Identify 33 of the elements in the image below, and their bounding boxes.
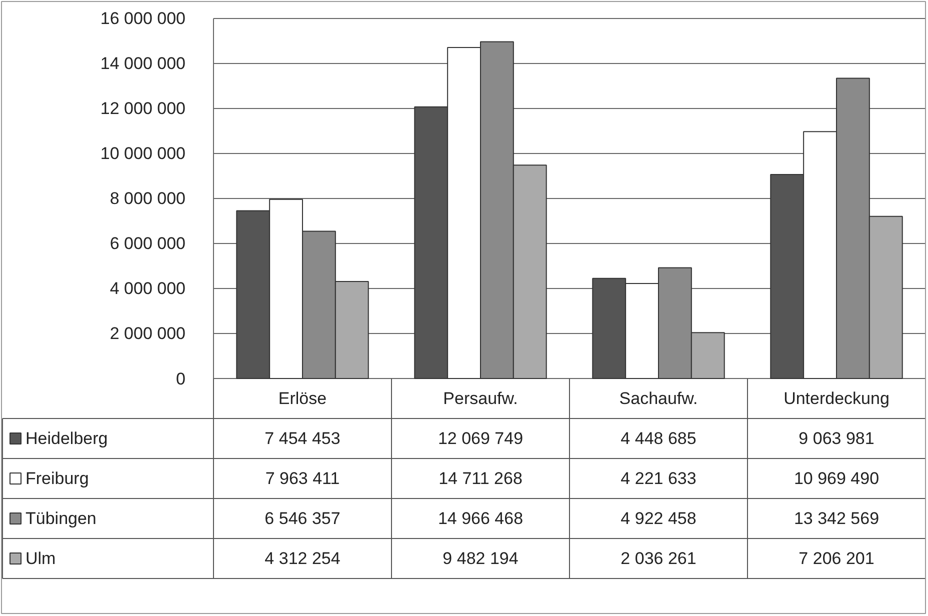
y-tick-label: 2 000 000 <box>110 324 186 343</box>
legend-label: Tübingen <box>26 509 96 528</box>
data-label: 9 063 981 <box>798 429 874 448</box>
y-tick-label: 6 000 000 <box>110 234 186 253</box>
data-label: 2 036 261 <box>620 549 696 568</box>
legend-label: Freiburg <box>26 469 89 488</box>
y-tick-label: 8 000 000 <box>110 189 186 208</box>
x-tick-label: Sachaufw. <box>619 389 698 408</box>
y-tick-label: 0 <box>176 370 186 388</box>
data-label: 10 969 490 <box>794 469 880 488</box>
data-label: 7 963 411 <box>265 469 340 488</box>
y-tick-label: 12 000 000 <box>100 99 186 118</box>
x-tick-label: Persaufw. <box>443 389 518 408</box>
data-label: 9 482 194 <box>442 549 518 568</box>
y-tick-label: 16 000 000 <box>100 9 186 28</box>
data-label: 12 069 749 <box>438 429 524 448</box>
x-tick-label: Unterdeckung <box>784 389 890 408</box>
y-tick-label: 10 000 000 <box>100 144 186 163</box>
data-label: 14 966 468 <box>438 509 524 528</box>
data-label: 4 448 685 <box>620 429 696 448</box>
data-label: 4 922 458 <box>620 509 696 528</box>
data-label: 13 342 569 <box>794 509 880 528</box>
y-tick-label: 4 000 000 <box>110 279 186 298</box>
data-label: 7 454 453 <box>264 429 340 448</box>
data-label: 14 711 268 <box>438 469 522 488</box>
data-label: 4 312 254 <box>264 549 340 568</box>
legend-label: Ulm <box>26 549 56 568</box>
x-tick-label: Erlöse <box>278 389 327 408</box>
data-label: 7 206 201 <box>798 549 874 568</box>
legend-label: Heidelberg <box>26 429 108 448</box>
y-tick-label: 14 000 000 <box>100 54 186 73</box>
data-label: 6 546 357 <box>264 509 340 528</box>
data-label: 4 221 633 <box>620 469 696 488</box>
